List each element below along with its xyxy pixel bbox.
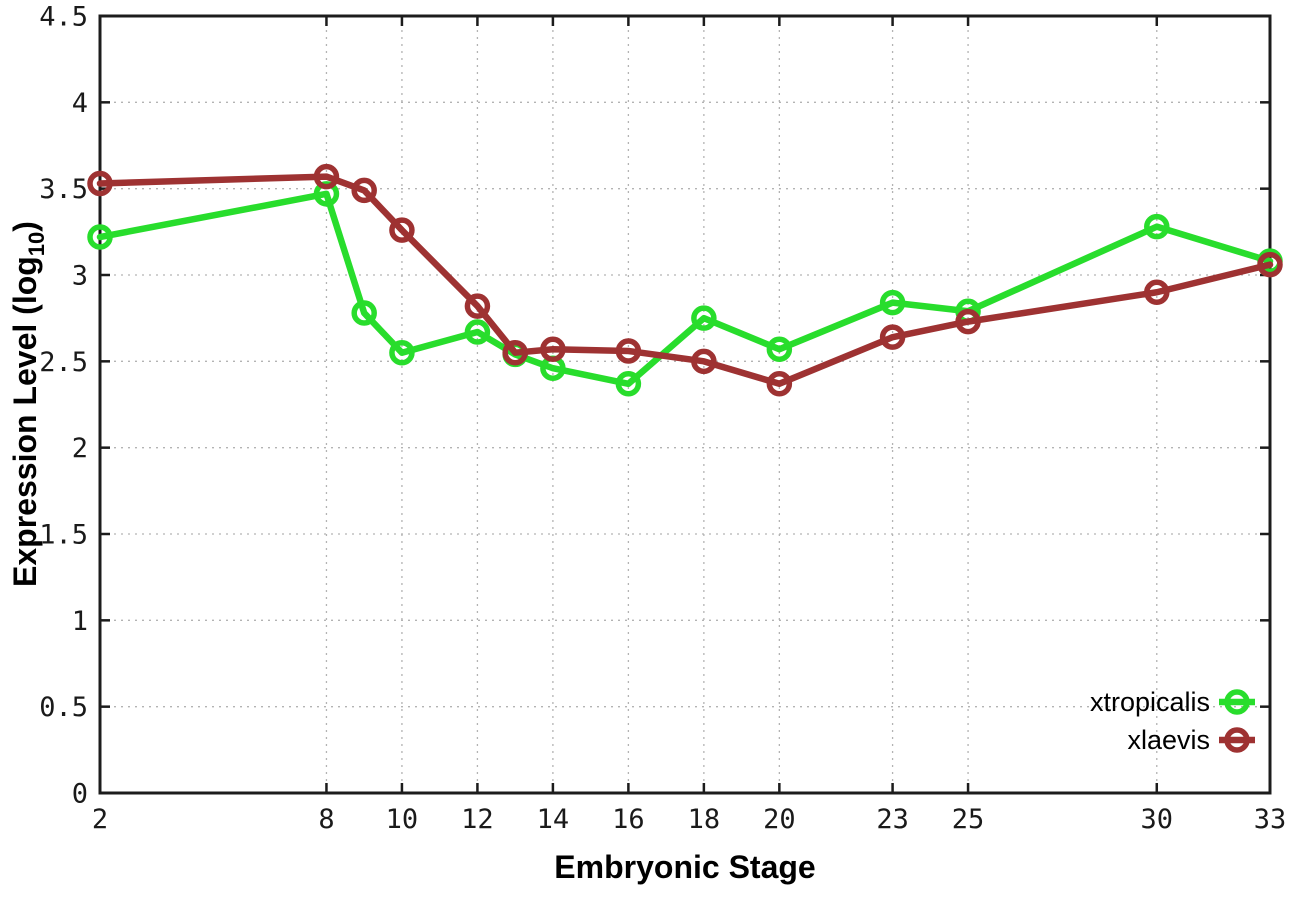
x-tick-label: 20 (763, 804, 796, 835)
y-axis-title: Expression Level (log10) (7, 221, 49, 587)
data-point-xlaevis (502, 339, 528, 366)
y-axis-title-subscript: 10 (24, 232, 49, 256)
data-point-xlaevis (351, 177, 377, 204)
y-tick-label: 3.5 (39, 174, 88, 205)
data-point-xlaevis (879, 324, 906, 350)
series-line-xlaevis (96, 173, 1274, 388)
y-tick-label: 2 (72, 433, 88, 464)
data-point-xtropicalis (389, 339, 415, 366)
x-tick-label: 12 (461, 804, 494, 835)
x-tick-label: 33 (1254, 804, 1287, 835)
y-tick-label: 4 (72, 88, 88, 119)
legend: xtropicalis xlaevis (1090, 687, 1255, 755)
data-point-xlaevis (389, 217, 415, 243)
y-tick-label: 1 (72, 606, 88, 637)
y-tick-label: 4.5 (39, 2, 88, 33)
x-tick-label: 30 (1141, 804, 1174, 835)
x-tick-label: 25 (952, 804, 985, 835)
data-point-xlaevis (540, 336, 566, 362)
data-point-xtropicalis (87, 224, 113, 250)
data-point-xlaevis (615, 338, 642, 364)
y-tick-label: 0 (72, 779, 88, 810)
plot-area: 2 8 10 12 14 16 18 20 23 25 30 33 0 0.5 1 1.5 2 2.5 3 3.5 4 4… (39, 2, 1286, 836)
y-axis-title-main: Expression Level (log (7, 256, 43, 587)
x-tick-label: 16 (612, 804, 645, 835)
legend-label-xlaevis: xlaevis (1127, 725, 1210, 755)
data-point-xlaevis (1144, 279, 1170, 306)
y-tick-label: 1.5 (39, 520, 88, 551)
data-point-xlaevis (1257, 251, 1283, 278)
data-point-xtropicalis (691, 305, 717, 331)
data-point-xtropicalis (766, 336, 793, 362)
data-point-xlaevis (955, 308, 981, 335)
x-tick-label: 14 (537, 804, 570, 835)
data-point-xlaevis (87, 170, 113, 197)
plot-border (98, 14, 1272, 795)
data-point-xtropicalis (1144, 213, 1170, 240)
legend-marker-xlaevis (1219, 727, 1255, 753)
x-tick-label: 23 (876, 804, 909, 835)
data-point-xlaevis (313, 163, 340, 190)
y-tick-label: 2.5 (39, 347, 88, 378)
x-tick-label: 18 (688, 804, 721, 835)
series-line-xtropicalis (96, 190, 1274, 388)
x-tick-label: 10 (386, 804, 419, 835)
y-axis-title-close: ) (7, 221, 43, 232)
data-point-xlaevis (464, 293, 491, 319)
data-point-xlaevis (691, 348, 717, 375)
data-point-xtropicalis (615, 371, 642, 397)
x-axis-title: Embryonic Stage (554, 849, 815, 885)
x-tick-label: 2 (92, 804, 108, 835)
legend-marker-xtropicalis (1219, 689, 1255, 715)
y-tick-label: 0.5 (39, 692, 88, 723)
y-tick-label: 3 (72, 261, 88, 292)
data-point-xtropicalis (879, 289, 906, 316)
data-point-xlaevis (766, 371, 793, 397)
x-tick-label: 8 (318, 804, 334, 835)
legend-label-xtropicalis: xtropicalis (1090, 687, 1210, 717)
data-point-xtropicalis (351, 300, 377, 326)
data-point-xtropicalis (464, 319, 491, 345)
